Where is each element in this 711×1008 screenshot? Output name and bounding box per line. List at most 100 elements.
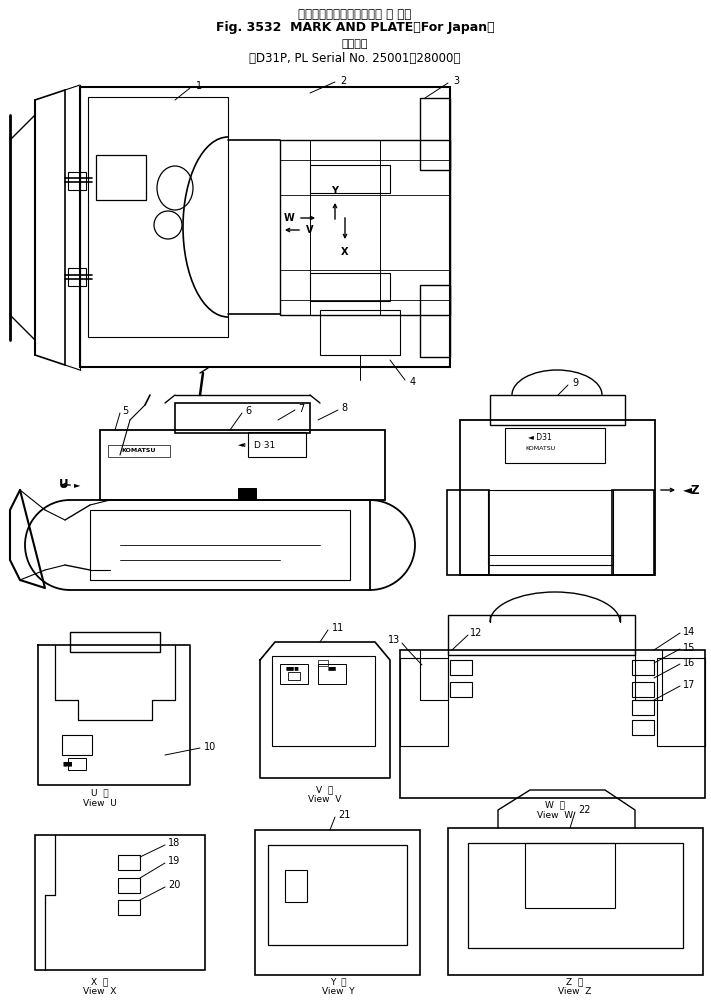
Text: 6: 6 bbox=[245, 406, 251, 416]
Bar bbox=[35, 835, 205, 970]
Bar bbox=[310, 165, 390, 193]
Bar bbox=[490, 395, 625, 425]
Bar bbox=[68, 758, 86, 770]
Text: Y  視: Y 視 bbox=[330, 978, 346, 987]
Text: 3: 3 bbox=[453, 76, 459, 86]
Text: 14: 14 bbox=[683, 627, 695, 637]
Text: ◄ D31: ◄ D31 bbox=[528, 432, 552, 442]
Bar bbox=[320, 310, 400, 355]
Bar bbox=[460, 420, 655, 575]
Bar bbox=[255, 830, 420, 975]
Bar bbox=[88, 97, 228, 337]
Bar bbox=[525, 843, 615, 908]
Bar bbox=[632, 720, 654, 735]
Text: 適用号機: 適用号機 bbox=[342, 39, 368, 49]
Text: X  視: X 視 bbox=[92, 978, 109, 987]
Bar bbox=[272, 656, 375, 746]
Bar bbox=[288, 672, 300, 680]
Text: 10: 10 bbox=[204, 742, 216, 752]
Bar bbox=[96, 155, 146, 200]
Bar bbox=[118, 855, 140, 870]
Bar bbox=[68, 172, 86, 190]
Bar bbox=[268, 845, 407, 946]
Bar bbox=[238, 488, 256, 500]
Bar bbox=[62, 735, 92, 755]
Text: ■■: ■■ bbox=[63, 761, 73, 766]
Bar bbox=[632, 682, 654, 697]
Text: 1: 1 bbox=[196, 81, 202, 91]
Bar bbox=[450, 660, 472, 675]
Text: マークおよびプレート（国 内 向）: マークおよびプレート（国 内 向） bbox=[299, 7, 412, 20]
Text: Y: Y bbox=[331, 186, 338, 196]
Text: View  W: View W bbox=[537, 810, 573, 820]
Bar bbox=[632, 660, 654, 675]
Bar bbox=[175, 403, 310, 433]
Bar bbox=[505, 428, 605, 463]
Text: U  視: U 視 bbox=[91, 788, 109, 797]
Bar bbox=[632, 700, 654, 715]
Text: （D31P, PL Serial No. 25001～28000）: （D31P, PL Serial No. 25001～28000） bbox=[250, 51, 461, 65]
Text: 11: 11 bbox=[332, 623, 344, 633]
Bar bbox=[420, 285, 450, 357]
Text: ►: ► bbox=[74, 481, 80, 490]
Text: 12: 12 bbox=[470, 628, 482, 638]
Text: 22: 22 bbox=[578, 805, 591, 815]
Text: 5: 5 bbox=[122, 406, 128, 416]
Text: W  視: W 視 bbox=[545, 800, 565, 809]
Text: 16: 16 bbox=[683, 658, 695, 668]
Bar bbox=[285, 870, 307, 902]
Bar bbox=[420, 98, 450, 170]
Text: Fig. 3532  MARK AND PLATE（For Japan）: Fig. 3532 MARK AND PLATE（For Japan） bbox=[215, 21, 494, 34]
Bar bbox=[400, 658, 448, 746]
Text: 19: 19 bbox=[168, 856, 181, 866]
Text: X: X bbox=[341, 247, 349, 257]
Text: View  Z: View Z bbox=[558, 988, 592, 997]
Bar bbox=[318, 660, 328, 666]
Bar bbox=[448, 828, 703, 975]
Bar bbox=[80, 87, 450, 367]
Text: Z  視: Z 視 bbox=[567, 978, 584, 987]
Text: KOMATSU: KOMATSU bbox=[525, 447, 555, 452]
Text: V  視: V 視 bbox=[316, 785, 333, 794]
Bar bbox=[118, 900, 140, 915]
Bar bbox=[90, 510, 350, 580]
Bar bbox=[70, 632, 160, 652]
Bar bbox=[100, 430, 385, 500]
Bar bbox=[448, 615, 635, 655]
Text: U: U bbox=[60, 479, 69, 492]
Text: View  U: View U bbox=[83, 798, 117, 807]
Text: ■■■: ■■■ bbox=[286, 665, 300, 670]
Bar bbox=[248, 432, 306, 457]
Bar bbox=[280, 140, 450, 314]
Bar bbox=[657, 658, 705, 746]
Bar bbox=[68, 268, 86, 286]
Text: 7: 7 bbox=[298, 404, 304, 414]
Bar bbox=[450, 682, 472, 697]
Text: 4: 4 bbox=[410, 377, 416, 387]
Text: View  X: View X bbox=[83, 988, 117, 997]
Text: 8: 8 bbox=[341, 403, 347, 413]
Text: 18: 18 bbox=[168, 838, 181, 848]
Bar bbox=[612, 490, 654, 575]
Bar bbox=[488, 555, 613, 575]
Bar bbox=[118, 878, 140, 893]
Bar bbox=[488, 490, 613, 565]
Text: 21: 21 bbox=[338, 810, 351, 820]
Bar bbox=[310, 273, 390, 301]
Text: V: V bbox=[306, 225, 314, 235]
Text: 15: 15 bbox=[683, 643, 695, 653]
Bar bbox=[447, 490, 489, 575]
Text: View  Y: View Y bbox=[321, 988, 354, 997]
Text: ◄Z: ◄Z bbox=[683, 484, 700, 497]
Text: ■■: ■■ bbox=[327, 665, 336, 670]
Bar bbox=[468, 843, 683, 948]
Text: 20: 20 bbox=[168, 880, 181, 890]
Text: 9: 9 bbox=[572, 378, 578, 388]
Text: 13: 13 bbox=[387, 635, 400, 645]
Text: 17: 17 bbox=[683, 680, 695, 690]
Bar bbox=[108, 445, 170, 457]
Text: 2: 2 bbox=[340, 76, 346, 86]
Text: View  V: View V bbox=[309, 795, 342, 804]
Text: KOMATSU: KOMATSU bbox=[122, 449, 156, 454]
Text: ◄: ◄ bbox=[237, 442, 243, 448]
